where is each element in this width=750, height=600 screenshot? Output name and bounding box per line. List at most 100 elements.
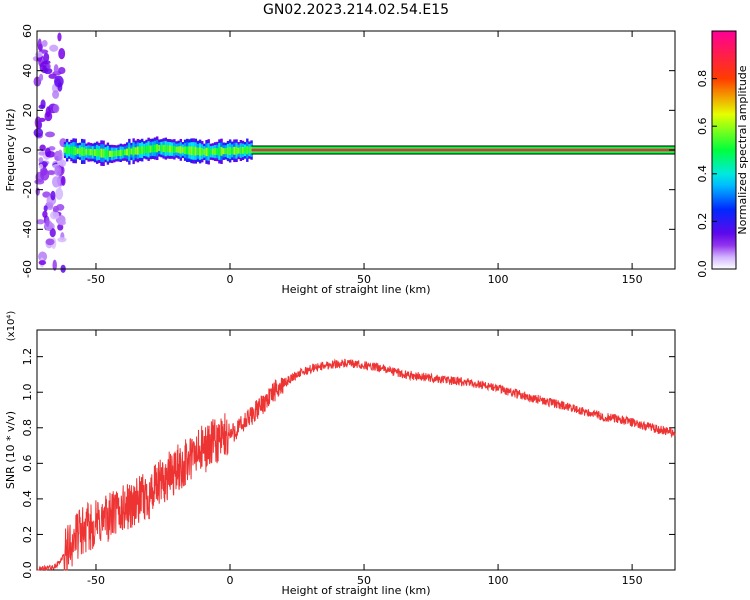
heatmap-cell [181,147,185,153]
heatmap-cell [80,147,84,156]
heatmap-cell [52,104,60,113]
heatmap-cell [233,146,236,155]
heatmap-cell [93,149,97,156]
colorbar-label: Normalized spectral amplitude [736,65,749,234]
heatmap-cell [158,145,161,152]
heatmap-cell [192,146,195,156]
heatmap-cell [52,90,60,99]
heatmap-cell [132,146,135,156]
snr-y-tick-label: 0.0 [21,561,34,579]
heatmap-cell [194,146,198,156]
heatmap-cell [37,38,42,51]
heatmap-cell [237,147,240,154]
heatmap-cell [218,147,221,156]
heatmap-x-tick-label: -50 [87,273,105,286]
heatmap-cell [104,150,107,157]
snr-x-tick-label: 0 [227,574,234,587]
heatmap-cell [231,147,234,155]
heatmap-cell [44,111,53,122]
heatmap-cell [45,238,55,246]
heatmap-cell [43,52,50,63]
heatmap-layer [32,32,675,273]
heatmap-cell [59,159,67,167]
heatmap-cell [241,147,245,154]
heatmap-cell [207,147,210,157]
heatmap-y-tick-label: 20 [21,103,34,117]
snr-y-tick-label: 1.0 [21,383,34,401]
colorbar-tick-label: 0.2 [696,213,709,231]
heatmap-cell [143,146,146,153]
heatmap-cell [211,148,215,155]
heatmap-cell [136,146,140,155]
heatmap-cell [248,147,251,154]
heatmap-x-tick-label: 150 [622,273,643,286]
heatmap-cell [72,146,75,156]
heatmap-y-tick-label: -60 [21,260,34,278]
heatmap-cell [138,146,142,155]
heatmap-cell [57,223,64,231]
heatmap-cell [49,44,59,52]
carrier-line-core [251,148,675,152]
heatmap-cell [46,63,51,70]
heatmap-cell [203,148,206,155]
heatmap-cell [149,145,153,153]
heatmap-cell [57,32,62,42]
heatmap-cell [33,128,44,138]
heatmap-cell [74,146,77,156]
heatmap-cell [91,149,95,156]
heatmap-cell [95,148,99,157]
heatmap-cell [38,151,45,156]
heatmap-cell [50,190,56,201]
heatmap-x-axis-label: Height of straight line (km) [281,283,430,296]
colorbar-tick-label: 0.4 [696,165,709,183]
heatmap-cell [186,146,189,155]
heatmap-cell [179,146,183,154]
heatmap-cell [108,150,112,157]
heatmap-cell [134,147,137,155]
heatmap-cell [226,147,230,155]
heatmap-cell [209,148,213,155]
heatmap-cell [83,147,86,156]
heatmap-cell [168,145,172,153]
heatmap-cell [39,144,46,152]
heatmap-cell [198,147,202,156]
heatmap-cell [216,148,219,155]
heatmap-cell [130,148,133,155]
heatmap-cell [128,147,131,157]
heatmap-cell [228,146,232,155]
heatmap-cell [166,145,170,153]
heatmap-cell [65,146,69,155]
heatmap-cell [42,65,47,72]
heatmap-cell [42,210,48,218]
heatmap-cell [34,116,42,129]
heatmap-y-tick-label: 0 [21,147,34,154]
heatmap-cell [151,145,155,153]
heatmap-y-tick-label: -40 [21,220,34,238]
heatmap-x-tick-label: 0 [227,273,234,286]
snr-y-axis-label: SNR (10 * v/v) [4,411,17,489]
heatmap-cell [145,146,148,154]
heatmap-y-tick-label: 40 [21,64,34,78]
heatmap-cell [224,148,228,155]
heatmap-cell [100,148,103,158]
heatmap-cell [115,150,118,157]
heatmap-cell [41,39,48,47]
heatmap-cell [52,205,59,213]
heatmap-cell [38,163,44,169]
snr-x-tick-label: 150 [622,574,643,587]
heatmap-x-tick-label: 100 [488,273,509,286]
colorbar-tick-label: 0.6 [696,117,709,135]
heatmap-cell [243,147,247,154]
heatmap-cell [63,147,67,153]
heatmap-cell [45,131,55,138]
heatmap-cell [171,145,174,153]
heatmap-cell [87,148,90,156]
heatmap-cell [239,146,243,155]
heatmap-cell [173,145,176,153]
heatmap-cell [36,219,45,225]
snr-y-tick-label: 0.2 [21,526,34,544]
heatmap-cell [177,146,180,153]
colorbar-tick-label: 0.8 [696,70,709,88]
